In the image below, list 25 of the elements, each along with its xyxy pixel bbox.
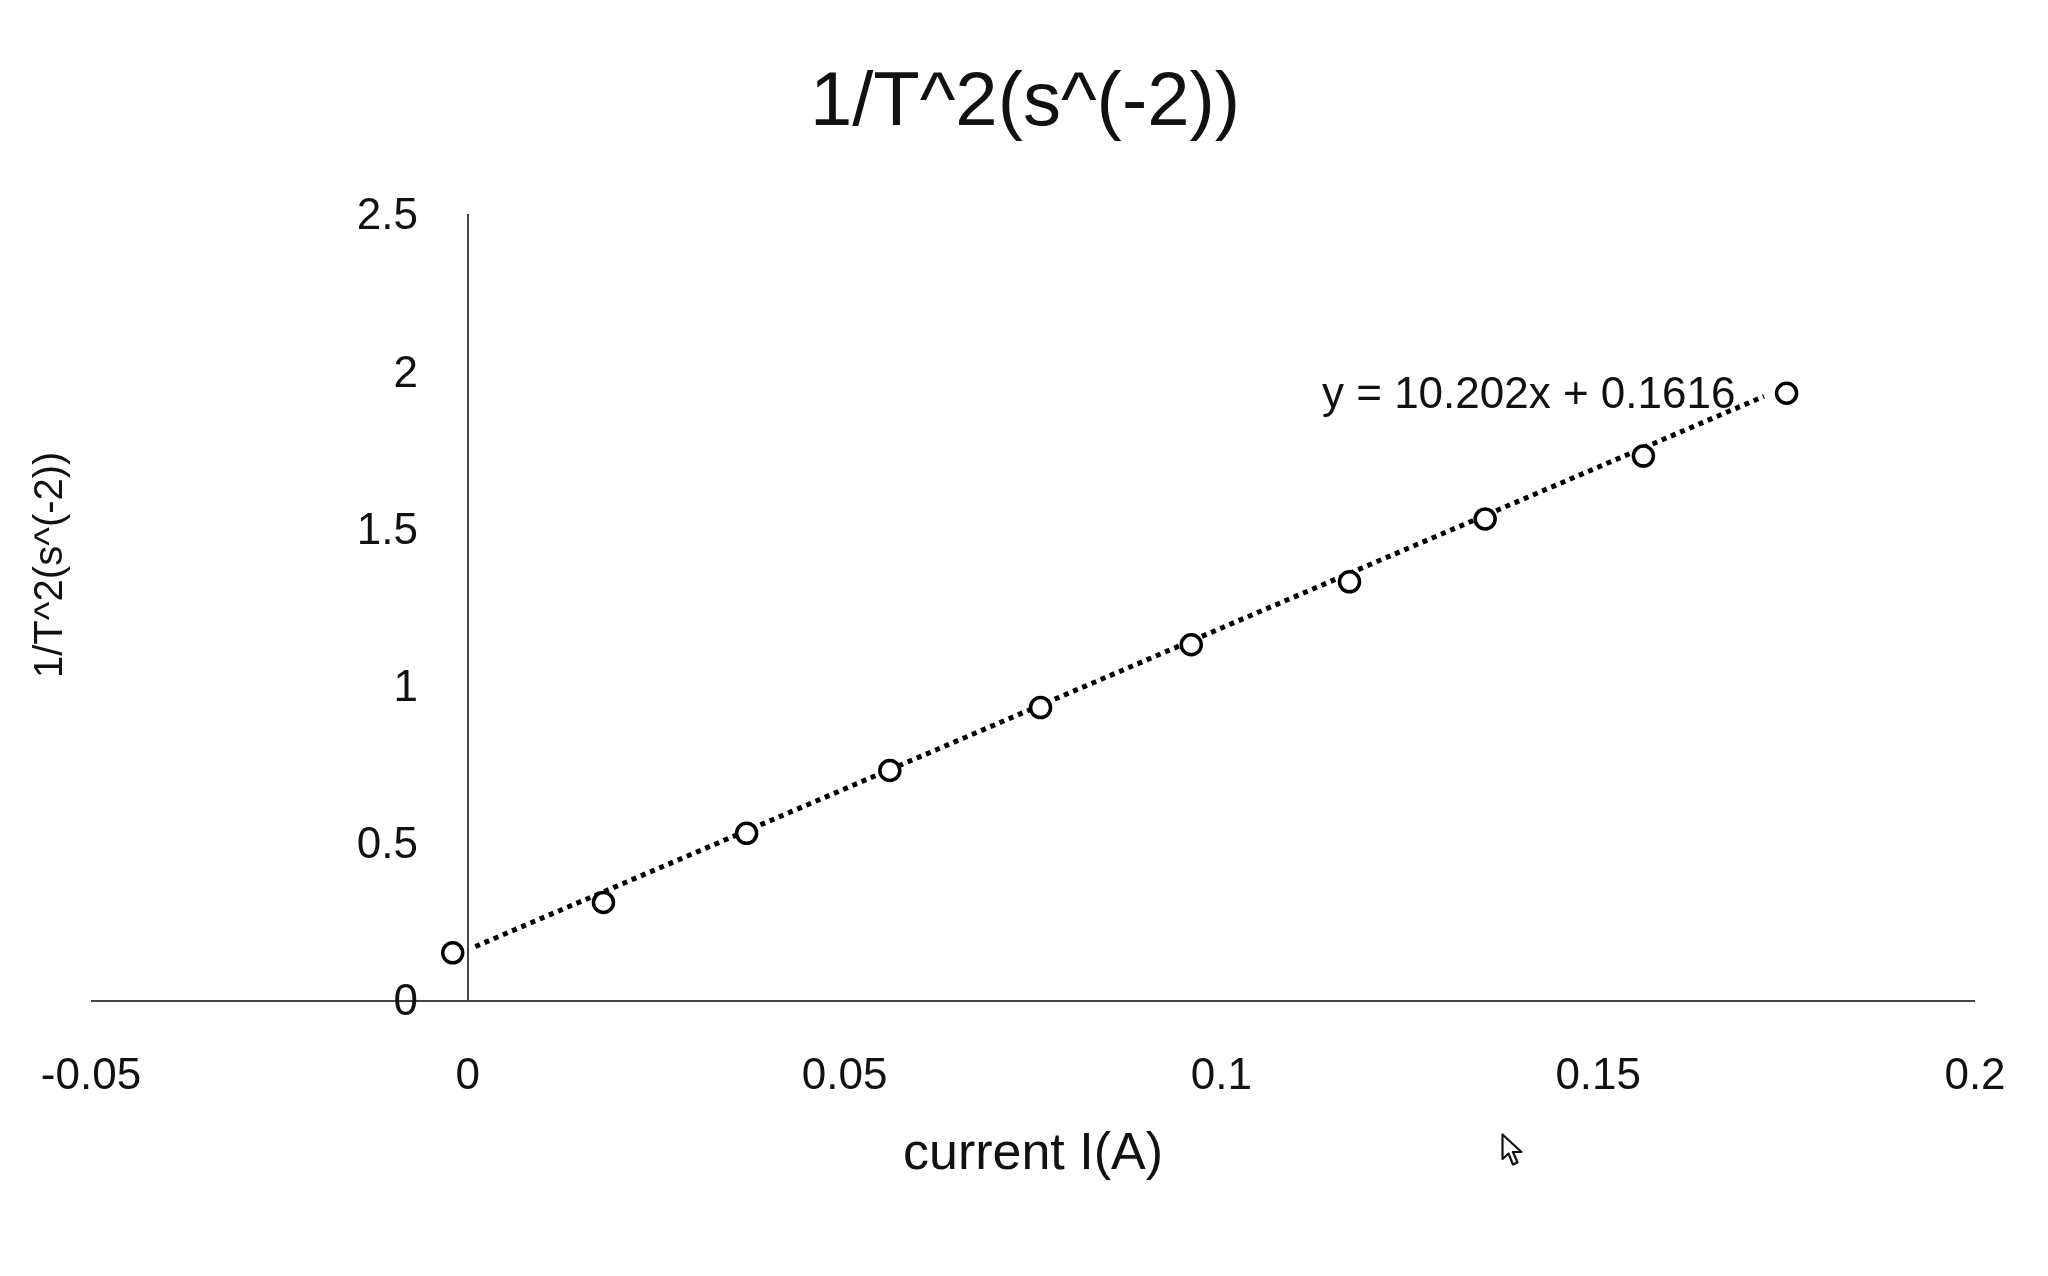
y-tick-label: 1.5 xyxy=(356,503,418,553)
point xyxy=(440,941,465,965)
point xyxy=(1473,507,1497,531)
y-tick-label: 2 xyxy=(393,346,418,396)
x-tick-label: 0 xyxy=(455,1048,481,1098)
point xyxy=(591,890,616,915)
y-axis-title: 1/T^2(s^(-2)) xyxy=(26,451,70,678)
x-tick-label: 0.1 xyxy=(1190,1048,1252,1098)
x-tick-label: 0.2 xyxy=(1944,1048,2006,1098)
chart-title: 1/T^2(s^(-2)) xyxy=(809,55,1241,141)
point xyxy=(878,758,902,783)
y-tick-label: 2.5 xyxy=(356,189,418,239)
annotation: y = 10.202x + 0.1616 xyxy=(1322,368,1736,417)
x-tick-label: 0.15 xyxy=(1555,1048,1642,1098)
point xyxy=(1028,695,1053,720)
x-axis-title: current I(A) xyxy=(902,1122,1164,1181)
y-tick-label: 0.5 xyxy=(356,818,418,868)
point xyxy=(1179,632,1204,657)
point xyxy=(734,821,759,846)
point xyxy=(1337,570,1362,594)
x-tick-label: -0.05 xyxy=(40,1048,142,1098)
x-tick-label: 0.05 xyxy=(801,1048,888,1098)
y-tick-label: 1 xyxy=(393,661,418,710)
point xyxy=(1631,444,1656,468)
point xyxy=(1774,381,1799,405)
